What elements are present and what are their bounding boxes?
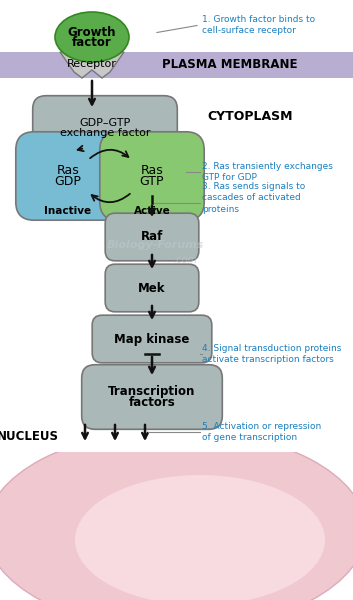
Text: Active: Active bbox=[134, 206, 170, 216]
Text: .com: .com bbox=[173, 255, 197, 265]
FancyBboxPatch shape bbox=[105, 213, 199, 261]
FancyBboxPatch shape bbox=[100, 132, 204, 220]
FancyBboxPatch shape bbox=[82, 365, 222, 430]
Text: factors: factors bbox=[128, 395, 175, 409]
Text: factor: factor bbox=[72, 35, 112, 49]
Text: Map kinase: Map kinase bbox=[114, 332, 190, 346]
Ellipse shape bbox=[0, 430, 353, 600]
Text: 2. Ras transiently exchanges
GTP for GDP: 2. Ras transiently exchanges GTP for GDP bbox=[202, 161, 333, 182]
Text: Transcription: Transcription bbox=[108, 385, 196, 398]
Text: CYTOPLASM: CYTOPLASM bbox=[207, 110, 293, 124]
Text: 3. Ras sends signals to
cascades of activated
proteins: 3. Ras sends signals to cascades of acti… bbox=[202, 182, 305, 214]
Text: Mek: Mek bbox=[138, 281, 166, 295]
Text: NUCLEUS: NUCLEUS bbox=[0, 431, 59, 443]
Bar bbox=[0, 0, 353, 452]
Text: 5. Activation or repression
of gene transcription: 5. Activation or repression of gene tran… bbox=[202, 422, 321, 442]
FancyBboxPatch shape bbox=[33, 95, 177, 160]
Text: Raf: Raf bbox=[141, 230, 163, 244]
Text: Ras: Ras bbox=[140, 164, 163, 177]
Bar bbox=[0, 52, 353, 78]
FancyBboxPatch shape bbox=[105, 264, 199, 312]
Text: Inactive: Inactive bbox=[44, 206, 91, 216]
Ellipse shape bbox=[75, 475, 325, 600]
FancyBboxPatch shape bbox=[16, 132, 120, 220]
Text: Ras: Ras bbox=[56, 164, 79, 177]
Text: Receptor: Receptor bbox=[67, 59, 117, 69]
Text: 4. Signal transduction proteins
activate transcription factors: 4. Signal transduction proteins activate… bbox=[202, 344, 341, 364]
Text: Growth: Growth bbox=[68, 25, 116, 38]
Text: Biology-Forums: Biology-Forums bbox=[106, 240, 204, 250]
FancyBboxPatch shape bbox=[92, 315, 212, 363]
Text: GDP–GTP: GDP–GTP bbox=[79, 118, 131, 128]
Polygon shape bbox=[60, 52, 124, 78]
Ellipse shape bbox=[55, 12, 129, 62]
Text: GDP: GDP bbox=[55, 175, 82, 188]
Text: exchange factor: exchange factor bbox=[60, 128, 150, 138]
Text: PLASMA MEMBRANE: PLASMA MEMBRANE bbox=[162, 58, 298, 71]
Text: GTP: GTP bbox=[140, 175, 164, 188]
Text: 1. Growth factor binds to
cell-surface receptor: 1. Growth factor binds to cell-surface r… bbox=[202, 14, 315, 35]
